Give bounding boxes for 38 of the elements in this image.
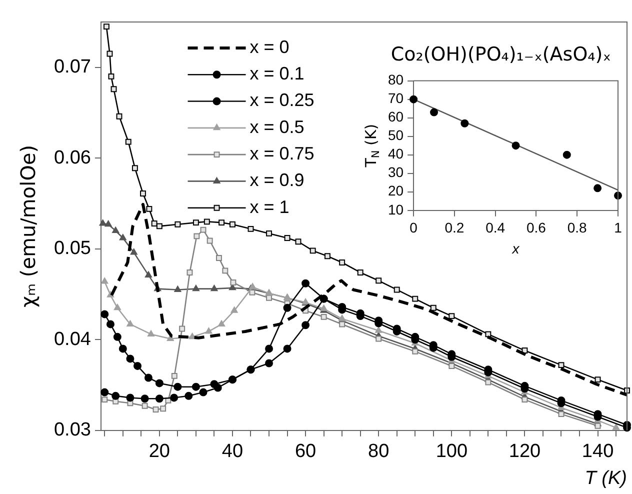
y-tick-label: 0.07 — [54, 56, 91, 78]
legend-label: x = 0.9 — [250, 170, 304, 190]
y-tick-label: 60 — [388, 108, 404, 125]
legend-label: x = 0.25 — [250, 90, 314, 110]
x-tick-label: 100 — [436, 441, 468, 462]
y-tick-label: 30 — [388, 164, 404, 180]
x-axis-title: x — [511, 240, 520, 256]
y-tick-label: 20 — [388, 182, 404, 199]
x-axis-title: T (K) — [584, 468, 627, 489]
legend-label: x = 0.1 — [250, 64, 304, 84]
x-tick-label: 140 — [582, 441, 614, 462]
x-tick-label: 60 — [294, 441, 316, 462]
legend-label: x = 0 — [250, 36, 290, 57]
y-axis-title: TN (K) — [362, 124, 382, 168]
y-tick-label: 80 — [388, 72, 404, 88]
y-tick-label: 0.05 — [54, 238, 91, 260]
y-tick-label: 0.04 — [54, 328, 92, 350]
y-tick-label: 40 — [388, 146, 404, 162]
y-tick-label: 10 — [388, 201, 404, 218]
x-tick-label: 80 — [368, 441, 390, 462]
x-tick-label: 40 — [222, 441, 244, 462]
legend-label: x = 0.75 — [250, 144, 314, 164]
x-tick-label: 20 — [148, 441, 170, 462]
legend-label: x = 1 — [250, 196, 290, 217]
chart-title: Co₂(OH)(PO₄)₁₋ₓ(AsO₄)ₓ — [390, 43, 612, 66]
legend-label: x = 0.5 — [250, 116, 304, 137]
y-tick-label: 0.03 — [54, 420, 91, 441]
x-tick-label: 0.6 — [526, 220, 546, 236]
x-tick-label: 1 — [614, 220, 622, 236]
x-tick-label: 120 — [508, 441, 541, 462]
y-axis-title: χₘ (emu/molOe) — [16, 144, 40, 308]
x-tick-label: 0.8 — [567, 220, 588, 236]
x-tick-label: 0.4 — [486, 220, 506, 236]
y-tick-label: 0.06 — [54, 147, 91, 168]
x-tick-label: 0 — [410, 220, 418, 236]
y-tick-label: 50 — [388, 127, 404, 144]
y-tick-label: 70 — [388, 90, 404, 106]
x-tick-label: 0.2 — [444, 220, 464, 236]
